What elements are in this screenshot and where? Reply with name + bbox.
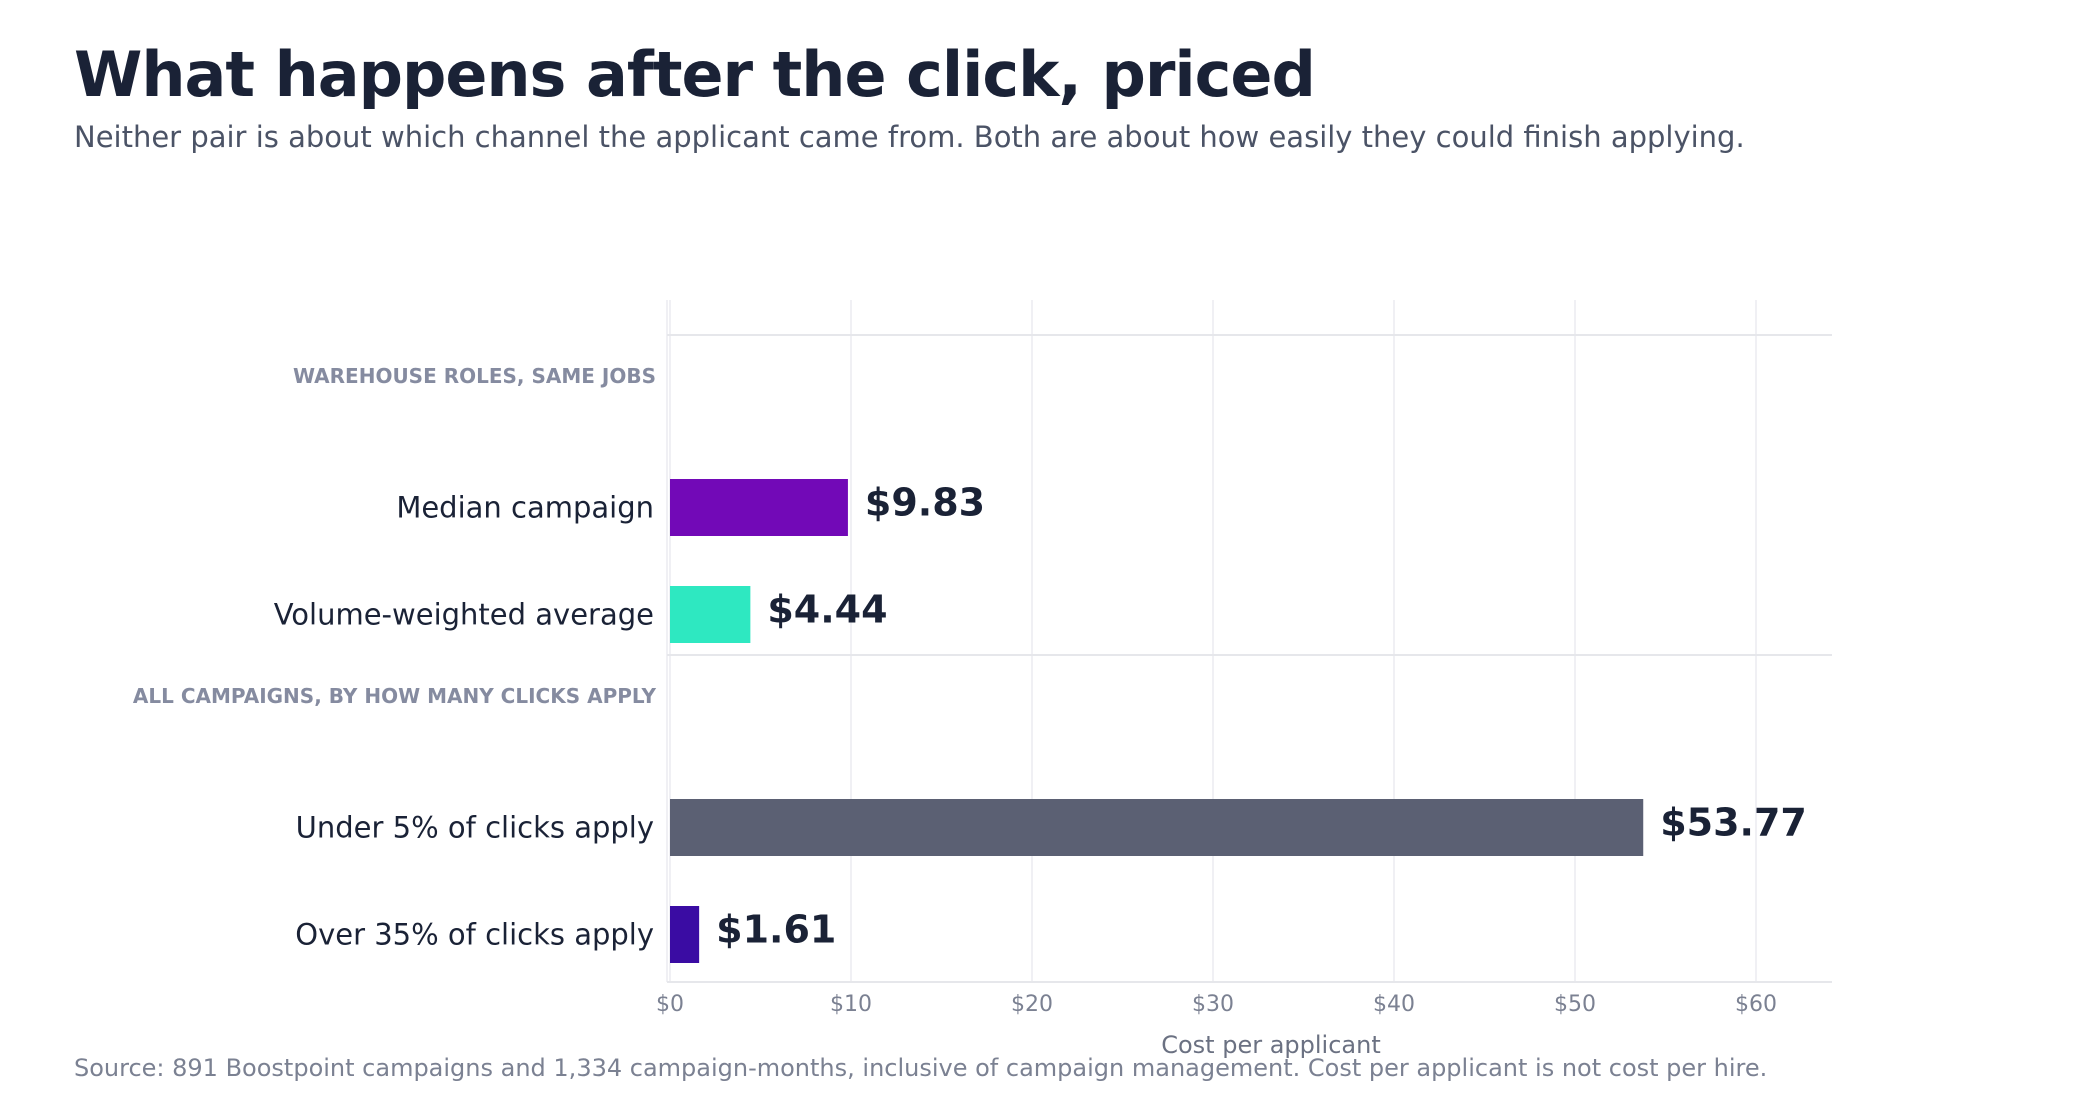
data-label: $4.44 xyxy=(767,588,887,632)
x-tick-label: $10 xyxy=(830,992,872,1017)
x-tick-label: $30 xyxy=(1192,992,1234,1017)
category-label: Over 35% of clicks apply xyxy=(295,918,654,952)
group-label-1: ALL CAMPAIGNS, BY HOW MANY CLICKS APPLY xyxy=(133,684,657,708)
group-label-0: WAREHOUSE ROLES, SAME JOBS xyxy=(293,364,656,388)
x-tick-label: $0 xyxy=(656,992,684,1017)
data-label: $53.77 xyxy=(1660,801,1807,845)
bar-0-1 xyxy=(670,586,751,643)
x-tick-label: $40 xyxy=(1373,992,1415,1017)
category-label: Volume-weighted average xyxy=(274,598,654,632)
x-tick-label: $50 xyxy=(1554,992,1596,1017)
data-label: $9.83 xyxy=(865,481,985,525)
chart-subtitle: Neither pair is about which channel the … xyxy=(74,120,1745,154)
bar-0-0 xyxy=(670,479,848,536)
x-axis-title: Cost per applicant xyxy=(1161,1031,1381,1059)
chart-title: What happens after the click, priced xyxy=(74,38,1316,111)
category-label: Under 5% of clicks apply xyxy=(296,811,654,845)
data-label: $1.61 xyxy=(716,908,836,952)
bar-1-0 xyxy=(670,799,1644,856)
x-tick-label: $20 xyxy=(1011,992,1053,1017)
x-tick-label: $60 xyxy=(1735,992,1777,1017)
bar-1-1 xyxy=(670,906,700,963)
source-note: Source: 891 Boostpoint campaigns and 1,3… xyxy=(74,1054,1768,1082)
category-label: Median campaign xyxy=(396,491,654,525)
